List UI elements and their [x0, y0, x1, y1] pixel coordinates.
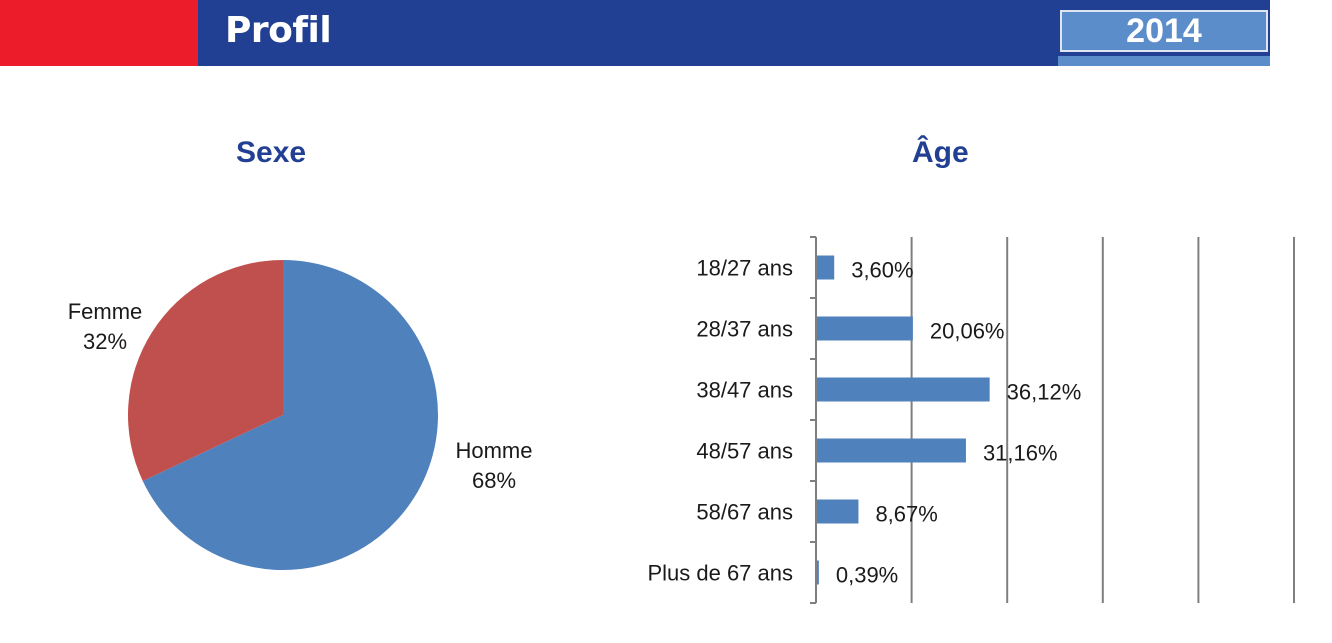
bar [817, 255, 835, 280]
data-label: 31,16% [983, 441, 1058, 466]
bar [817, 560, 819, 585]
header-bar [198, 0, 1058, 66]
bar-chart-title: Âge [912, 136, 969, 169]
y-tick-label: 58/67 ans [696, 500, 793, 525]
header-red-block [0, 0, 198, 66]
pie-value-femme: 32% [83, 329, 127, 354]
bar [817, 316, 913, 341]
data-label: 36,12% [1007, 380, 1082, 405]
y-tick-label: 38/47 ans [696, 378, 793, 403]
data-label: 8,67% [875, 502, 937, 527]
y-tick-label: 18/27 ans [696, 256, 793, 281]
data-label: 20,06% [930, 319, 1005, 344]
y-tick-label: Plus de 67 ans [647, 561, 793, 586]
page-title: Profil [225, 10, 332, 51]
data-label: 0,39% [836, 563, 898, 588]
bar [817, 377, 990, 402]
pie-slice-homme [142, 260, 438, 570]
pie-value-homme: 68% [472, 468, 516, 493]
age-bar-chart: 18/27 ans 3,60% 28/37 ans 20,06% 38/47 ans 36… [647, 236, 1295, 604]
pie-label-homme: Homme [455, 438, 532, 463]
data-label: 3,60% [851, 258, 913, 283]
sex-pie-chart: Homme 68% Femme 32% [68, 260, 533, 570]
pie-slice-femme [127, 260, 283, 481]
header-year-strip [1058, 56, 1270, 66]
year-badge: 2014 [1060, 10, 1268, 52]
bar [817, 438, 966, 463]
pie-label-femme: Femme [68, 299, 143, 324]
pie-chart-title: Sexe [236, 136, 307, 169]
y-tick-label: 28/37 ans [696, 317, 793, 342]
bar [817, 499, 859, 524]
y-tick-label: 48/57 ans [696, 439, 793, 464]
